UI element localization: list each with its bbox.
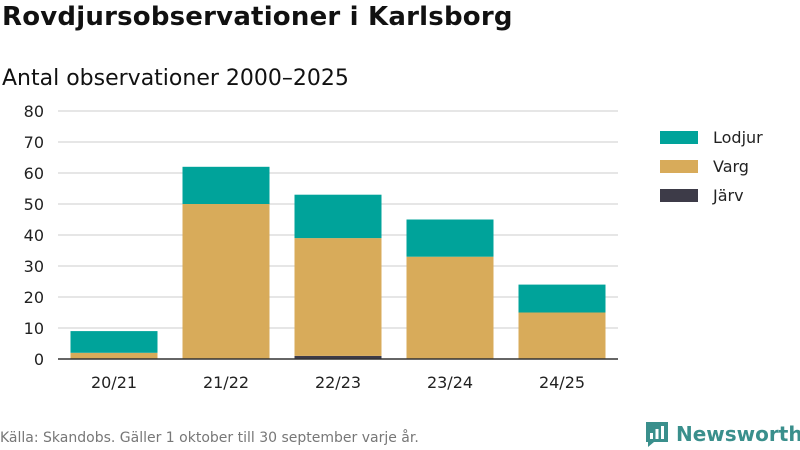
legend-label: Lodjur	[713, 128, 763, 147]
y-tick-label: 50	[24, 195, 44, 214]
brand-logo[interactable]: Newsworthy	[644, 420, 800, 448]
y-axis: 0 10 20 30 40 50 60 70 80	[24, 102, 44, 369]
bars	[70, 166, 606, 360]
legend-label: Varg	[713, 157, 749, 176]
bar-segment-varg[interactable]	[518, 312, 606, 360]
newsworthy-logo-icon	[646, 422, 668, 447]
legend-swatch	[660, 160, 698, 173]
bar-segment-varg[interactable]	[406, 256, 494, 359]
bar-segment-lodjur[interactable]	[294, 194, 382, 239]
source-note: Källa: Skandobs. Gäller 1 oktober till 3…	[0, 430, 419, 446]
legend-item-varg[interactable]: Varg	[660, 157, 749, 176]
bar-segment-järv[interactable]	[294, 355, 382, 359]
legend-item-järv[interactable]: Järv	[660, 186, 744, 205]
legend-swatch	[660, 131, 698, 144]
legend: Lodjur Varg Järv	[660, 128, 763, 205]
y-tick-label: 70	[24, 133, 44, 152]
bar-segment-lodjur[interactable]	[406, 219, 494, 257]
legend-label: Järv	[712, 186, 744, 205]
y-tick-label: 80	[24, 102, 44, 121]
brand-name: Newsworthy	[676, 422, 800, 446]
bar-segment-varg[interactable]	[182, 204, 270, 359]
x-tick-label: 23/24	[427, 373, 473, 392]
bar-segment-lodjur[interactable]	[518, 284, 606, 313]
bar-segment-varg[interactable]	[294, 238, 382, 356]
y-tick-label: 20	[24, 288, 44, 307]
x-tick-label: 21/22	[203, 373, 249, 392]
legend-swatch	[660, 189, 698, 202]
x-tick-label: 22/23	[315, 373, 361, 392]
chart-subtitle: Antal observationer 2000–2025	[2, 66, 349, 91]
y-tick-label: 0	[34, 350, 44, 369]
x-tick-label: 20/21	[91, 373, 137, 392]
bar-segment-lodjur[interactable]	[182, 166, 270, 204]
y-tick-label: 30	[24, 257, 44, 276]
y-tick-label: 40	[24, 226, 44, 245]
y-tick-label: 60	[24, 164, 44, 183]
legend-item-lodjur[interactable]: Lodjur	[660, 128, 763, 147]
chart-title: Rovdjursobservationer i Karlsborg	[2, 2, 513, 32]
y-tick-label: 10	[24, 319, 44, 338]
x-tick-label: 24/25	[539, 373, 585, 392]
bar-segment-varg[interactable]	[70, 352, 158, 359]
x-axis: 20/21 21/22 22/23 23/24 24/25	[58, 358, 618, 392]
bar-segment-lodjur[interactable]	[70, 331, 158, 353]
